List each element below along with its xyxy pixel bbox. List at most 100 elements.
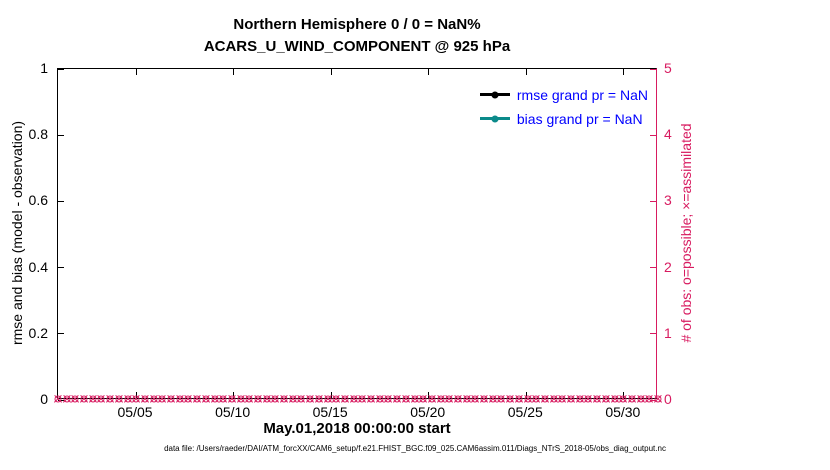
x-tick-label: 05/20 bbox=[410, 404, 446, 420]
obs-marker bbox=[140, 394, 149, 403]
obs-marker bbox=[427, 394, 436, 403]
obs-marker bbox=[71, 394, 80, 403]
obs-marker bbox=[158, 394, 167, 403]
y-left-tick bbox=[58, 200, 64, 202]
obs-marker bbox=[184, 394, 193, 403]
possible-o-mark bbox=[576, 395, 584, 402]
obs-marker bbox=[245, 394, 254, 403]
obs-marker bbox=[262, 394, 271, 403]
obs-marker bbox=[323, 394, 332, 403]
y-right-tick-label: 4 bbox=[664, 126, 672, 143]
y-left-tick bbox=[58, 68, 64, 70]
obs-marker bbox=[462, 394, 471, 403]
possible-o-mark bbox=[141, 395, 149, 402]
obs-marker bbox=[410, 394, 419, 403]
y-right-tick bbox=[650, 200, 656, 202]
possible-o-mark bbox=[550, 395, 558, 402]
y-right-tick-label: 2 bbox=[664, 258, 672, 275]
possible-o-mark bbox=[376, 395, 384, 402]
y-left-tick-label: 0 bbox=[40, 391, 48, 407]
possible-o-mark bbox=[71, 395, 79, 402]
possible-o-mark bbox=[445, 395, 453, 402]
y-left-tick-label: 0.8 bbox=[28, 126, 48, 143]
y-left-tick-label: 0.2 bbox=[28, 324, 48, 341]
possible-o-mark bbox=[219, 395, 227, 402]
possible-o-mark bbox=[97, 395, 105, 402]
obs-marker bbox=[610, 394, 619, 403]
obs-marker bbox=[358, 394, 367, 403]
x-tick-top bbox=[525, 69, 527, 75]
possible-o-mark bbox=[211, 395, 219, 402]
obs-marker bbox=[175, 394, 184, 403]
obs-marker bbox=[210, 394, 219, 403]
possible-o-mark bbox=[463, 395, 471, 402]
possible-o-mark bbox=[558, 395, 566, 402]
legend-item-bias: bias grand pr = NaN bbox=[479, 109, 643, 128]
possible-o-mark bbox=[428, 395, 436, 402]
obs-marker bbox=[88, 394, 97, 403]
possible-o-mark bbox=[150, 395, 158, 402]
x-tick-top bbox=[428, 69, 430, 75]
obs-marker bbox=[514, 394, 523, 403]
possible-o-mark bbox=[158, 395, 166, 402]
y-right-tick bbox=[650, 68, 656, 70]
obs-marker bbox=[306, 394, 315, 403]
x-tick-top bbox=[135, 69, 137, 75]
obs-marker bbox=[506, 394, 515, 403]
possible-o-mark bbox=[106, 395, 114, 402]
y-left-tick-label: 0.6 bbox=[28, 192, 48, 209]
possible-o-mark bbox=[532, 395, 540, 402]
possible-o-mark bbox=[350, 395, 358, 402]
obs-marker bbox=[271, 394, 280, 403]
obs-marker bbox=[619, 394, 628, 403]
right-axis-label: # of obs: o=possible; ×=assimilated bbox=[678, 123, 694, 343]
y-right-tick-label: 1 bbox=[664, 324, 672, 341]
obs-marker bbox=[349, 394, 358, 403]
y-left-tick-label: 0.4 bbox=[28, 258, 48, 275]
y-left-tick bbox=[58, 134, 64, 136]
obs-marker bbox=[236, 394, 245, 403]
possible-o-mark bbox=[471, 395, 479, 402]
obs-marker bbox=[149, 394, 158, 403]
possible-o-mark bbox=[454, 395, 462, 402]
possible-o-mark bbox=[263, 395, 271, 402]
possible-o-mark bbox=[80, 395, 88, 402]
obs-marker bbox=[636, 394, 645, 403]
obs-marker bbox=[523, 394, 532, 403]
possible-o-mark bbox=[332, 395, 340, 402]
possible-o-mark bbox=[341, 395, 349, 402]
possible-o-mark bbox=[411, 395, 419, 402]
legend-label-bias: bias grand pr = NaN bbox=[516, 110, 643, 127]
x-tick-top bbox=[330, 69, 332, 75]
obs-marker bbox=[532, 394, 541, 403]
possible-o-mark bbox=[289, 395, 297, 402]
possible-o-mark bbox=[645, 395, 653, 402]
obs-marker bbox=[367, 394, 376, 403]
obs-marker bbox=[288, 394, 297, 403]
possible-o-mark bbox=[489, 395, 497, 402]
obs-marker bbox=[193, 394, 202, 403]
possible-o-mark bbox=[628, 395, 636, 402]
legend-label-rmse: rmse grand pr = NaN bbox=[516, 86, 648, 103]
obs-marker bbox=[253, 394, 263, 403]
y-right-tick-label: 5 bbox=[664, 60, 672, 76]
possible-o-mark bbox=[132, 395, 140, 402]
x-axis-label: May.01,2018 00:00:00 start bbox=[263, 420, 451, 437]
possible-o-mark bbox=[567, 395, 575, 402]
possible-o-mark bbox=[393, 395, 401, 402]
obs-marker bbox=[62, 394, 71, 403]
legend: rmse grand pr = NaN bias grand pr = NaN bbox=[479, 85, 648, 128]
possible-o-mark bbox=[497, 395, 505, 402]
possible-o-mark bbox=[437, 395, 445, 402]
x-tick-label: 05/30 bbox=[605, 404, 641, 420]
possible-o-mark bbox=[584, 395, 592, 402]
x-tick-top bbox=[233, 69, 235, 75]
obs-marker bbox=[480, 394, 489, 403]
bias-line-swatch bbox=[479, 115, 510, 122]
possible-o-mark bbox=[315, 395, 323, 402]
left-axis-label: rmse and bias (model - observation) bbox=[9, 120, 25, 346]
obs-marker bbox=[375, 394, 384, 403]
possible-o-mark bbox=[202, 395, 210, 402]
possible-o-mark bbox=[358, 395, 366, 402]
